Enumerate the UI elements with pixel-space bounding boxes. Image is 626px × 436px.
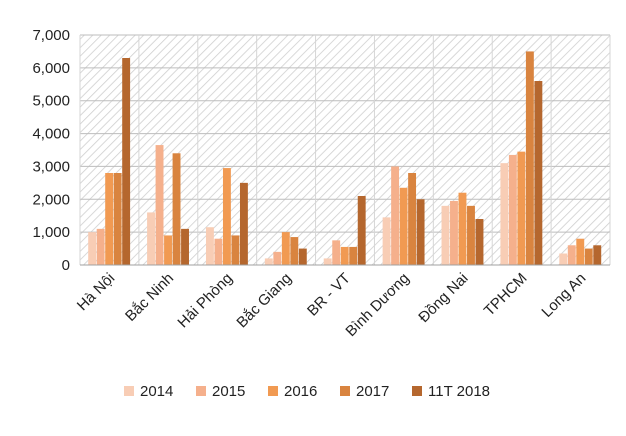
bar: [181, 228, 189, 265]
y-tick-label: 1,000: [32, 224, 70, 241]
bar: [450, 200, 458, 265]
legend-label: 2014: [140, 383, 173, 400]
legend-label: 2015: [212, 383, 245, 400]
bar: [147, 212, 155, 265]
bar: [96, 228, 105, 265]
legend-label: 2017: [356, 383, 389, 400]
legend-swatch: [124, 386, 134, 396]
x-tick-label: BR - VT: [304, 270, 354, 320]
legend-swatch: [196, 386, 206, 396]
bar: [584, 248, 593, 265]
bar: [332, 240, 341, 265]
bar: [298, 248, 307, 265]
x-tick-label: Long An: [538, 270, 589, 321]
bar: [500, 163, 509, 265]
x-tick-label: Đồng Nai: [415, 270, 471, 326]
bar: [281, 232, 290, 265]
bar: [164, 235, 172, 265]
bar: [357, 196, 366, 265]
legend-label: 2016: [284, 383, 317, 400]
bar: [559, 253, 568, 265]
legend-swatch: [412, 386, 422, 396]
bar: [273, 251, 282, 265]
bar: [340, 246, 349, 265]
bar: [593, 245, 602, 265]
y-tick-label: 3,000: [32, 158, 70, 175]
bar: [475, 219, 484, 265]
legend-swatch: [340, 386, 350, 396]
x-tick-label: Bình Dương: [342, 270, 412, 340]
bar: [349, 246, 358, 265]
bar: [122, 58, 131, 265]
x-tick-label: Bắc Ninh: [122, 270, 177, 325]
bar: [222, 168, 231, 265]
y-tick-label: 5,000: [32, 93, 70, 110]
bar: [399, 187, 408, 265]
bar: [467, 205, 475, 265]
bar: [567, 245, 576, 265]
bar: [155, 145, 164, 265]
y-tick-label: 4,000: [32, 126, 70, 143]
legend-swatch: [268, 386, 278, 396]
bar: [517, 151, 526, 265]
bar: [264, 258, 273, 265]
y-tick-label: 0: [62, 257, 70, 274]
bar: [416, 199, 425, 265]
bar: [458, 192, 467, 265]
bar: [239, 182, 248, 265]
category-separators: [79, 35, 611, 265]
bar: [391, 166, 400, 265]
bar: [576, 238, 585, 265]
y-tick-label: 2,000: [32, 191, 70, 208]
x-tick-label: Hà Nội: [74, 270, 118, 314]
bar: [214, 238, 223, 265]
bar: [323, 258, 332, 265]
x-tick-label: Hải Phòng: [174, 270, 236, 332]
y-tick-label: 7,000: [32, 27, 70, 44]
bar: [205, 227, 214, 265]
y-tick-label: 6,000: [32, 60, 70, 77]
x-tick-label: Bắc Giang: [233, 270, 295, 332]
y-axis: 0 1,000 2,000 3,000 4,000 5,000 6,000 7,000: [32, 27, 70, 274]
bar: [382, 217, 391, 265]
bar: [172, 153, 181, 265]
bar: [534, 81, 543, 265]
bar: [105, 173, 114, 265]
bar: [441, 205, 450, 265]
bar: [508, 154, 517, 265]
bars: [88, 51, 602, 265]
bar: [88, 232, 97, 265]
legend: 2014 2015 2016 2017 11T 2018: [124, 383, 490, 400]
bar: [231, 235, 240, 265]
bar: [290, 237, 299, 265]
bar: [525, 51, 534, 265]
x-tick-label: TPHCM: [481, 270, 531, 320]
bar: [113, 173, 122, 265]
legend-label: 11T 2018: [428, 383, 490, 400]
bar: [408, 173, 417, 265]
